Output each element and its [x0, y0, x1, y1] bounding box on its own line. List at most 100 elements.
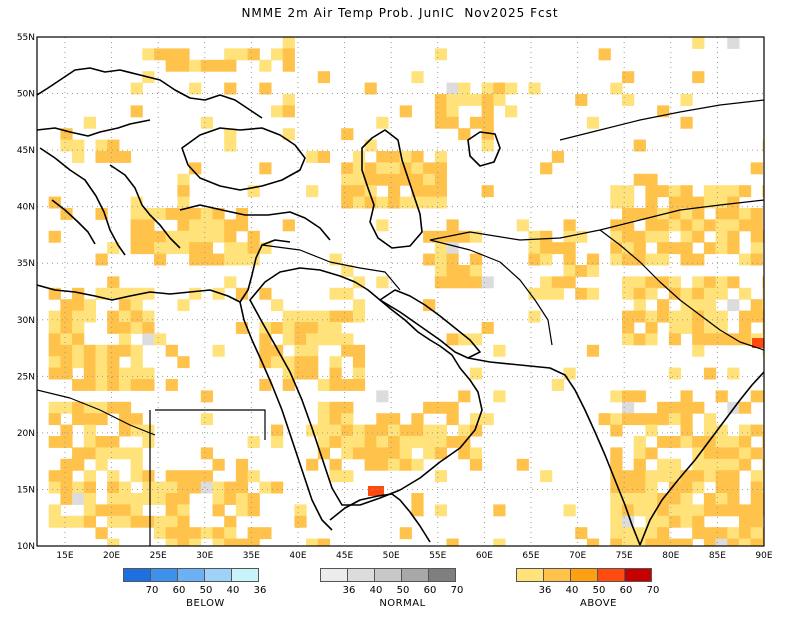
probability-cell — [189, 470, 202, 483]
probability-cell — [610, 527, 623, 540]
probability-cell — [423, 162, 436, 175]
probability-cell — [165, 527, 178, 540]
probability-cell — [645, 493, 658, 505]
probability-cell — [364, 82, 377, 95]
probability-cell — [423, 424, 436, 437]
probability-cell — [212, 538, 225, 546]
probability-cell — [680, 470, 693, 483]
probability-cell — [399, 173, 412, 186]
probability-cell — [130, 82, 143, 95]
probability-cell — [680, 436, 693, 448]
probability-cell — [142, 242, 155, 255]
probability-cell — [622, 219, 635, 232]
probability-cell — [282, 356, 295, 369]
probability-cell — [165, 59, 178, 72]
probability-cell — [189, 82, 202, 95]
probability-cell — [727, 37, 740, 49]
probability-cell — [130, 344, 143, 357]
probability-cell — [668, 208, 681, 220]
probability-cell — [657, 230, 670, 243]
probability-cell — [306, 310, 319, 323]
probability-cell — [434, 504, 447, 517]
probability-cell — [657, 436, 670, 448]
lon-tick-label: 60E — [476, 551, 493, 561]
probability-cell — [703, 367, 717, 380]
probability-cell — [154, 48, 167, 61]
probability-cell — [575, 94, 588, 106]
probability-cell — [633, 253, 646, 266]
probability-cell — [235, 481, 249, 494]
probability-cell — [657, 299, 670, 312]
probability-cell — [142, 310, 155, 323]
probability-cell — [762, 344, 764, 357]
probability-cell — [610, 458, 623, 471]
probability-cell — [423, 436, 436, 448]
probability-cell — [317, 333, 330, 346]
probability-cell — [72, 401, 85, 414]
probability-cell — [376, 436, 389, 448]
probability-cell — [680, 185, 693, 198]
probability-cell — [200, 447, 213, 460]
probability-cell — [692, 527, 705, 540]
probability-cell — [446, 276, 459, 289]
probability-cell — [200, 390, 213, 403]
probability-cell — [329, 287, 342, 300]
probability-cell — [107, 310, 120, 323]
probability-cell — [727, 219, 740, 232]
probability-cell — [95, 379, 108, 391]
probability-cell — [446, 413, 459, 426]
probability-cell — [411, 504, 424, 517]
probability-cell — [633, 527, 646, 540]
probability-cell — [680, 230, 693, 243]
probability-cell — [739, 208, 752, 220]
probability-cell — [177, 538, 190, 546]
probability-cell — [610, 230, 623, 243]
probability-cell — [95, 344, 108, 357]
probability-cell — [586, 344, 600, 357]
probability-cell — [60, 458, 73, 471]
probability-cell — [633, 276, 646, 289]
probability-cell — [306, 322, 319, 334]
probability-cell — [200, 219, 213, 232]
probability-cell — [48, 310, 61, 323]
probability-cell — [715, 538, 728, 546]
probability-cell — [282, 367, 295, 380]
probability-cell — [271, 424, 284, 437]
probability-cell — [259, 162, 272, 175]
probability-cell — [294, 310, 307, 323]
probability-cell — [434, 401, 447, 414]
probability-cell — [294, 356, 307, 369]
probability-cell — [399, 105, 412, 118]
probability-cell — [95, 413, 108, 426]
probability-cell — [142, 481, 155, 494]
probability-cell — [668, 493, 681, 505]
probability-cell — [446, 436, 459, 448]
probability-cell — [271, 356, 284, 369]
probability-cell — [130, 470, 143, 483]
probability-cell — [423, 173, 436, 186]
probability-cell — [364, 447, 377, 460]
legend-normal-swatch — [401, 568, 429, 582]
probability-cell — [352, 151, 366, 163]
probability-cell — [692, 481, 705, 494]
probability-cell — [165, 230, 178, 243]
probability-cell — [177, 515, 190, 528]
probability-cell — [692, 230, 705, 243]
probability-cell — [259, 333, 272, 346]
probability-cell — [352, 356, 366, 369]
probability-cell — [703, 538, 717, 546]
probability-cell — [282, 37, 295, 49]
probability-cell — [762, 276, 764, 289]
probability-cell — [633, 436, 646, 448]
probability-cell — [282, 219, 295, 232]
probability-cell — [200, 208, 213, 220]
probability-cell — [750, 424, 763, 437]
legend-above-values: 36 40 50 60 70 — [516, 585, 681, 597]
probability-cell — [177, 504, 190, 517]
probability-cell — [48, 287, 61, 300]
probability-cell — [645, 504, 658, 517]
probability-cell — [235, 493, 249, 505]
probability-cell — [60, 401, 73, 414]
probability-cell — [645, 196, 658, 209]
probability-cell — [48, 356, 61, 369]
